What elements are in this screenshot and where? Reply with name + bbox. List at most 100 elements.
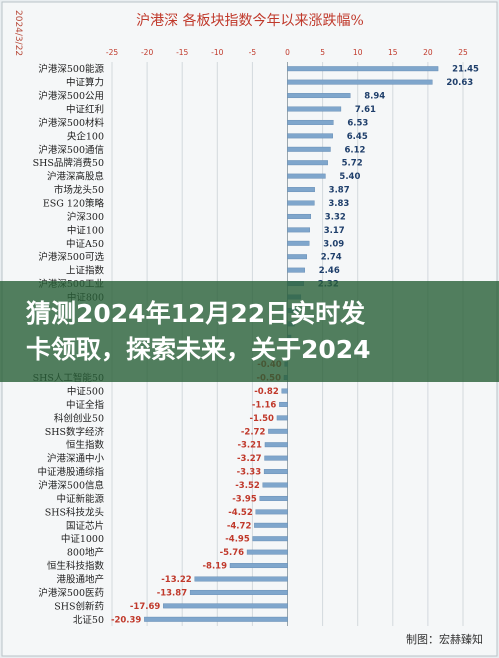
value-label: 7.61 xyxy=(355,105,376,115)
category-label: 港股通地产 xyxy=(56,574,104,586)
source-label: 制图：宏赫臻知 xyxy=(406,632,483,646)
bar xyxy=(287,66,439,72)
value-label: -13.87 xyxy=(157,588,187,598)
x-tick-label: 10 xyxy=(353,48,363,57)
value-label: -3.52 xyxy=(235,481,260,491)
category-label: 沪深300 xyxy=(67,211,104,223)
bar xyxy=(287,106,342,112)
bar xyxy=(255,509,288,515)
bar xyxy=(287,146,331,152)
bar xyxy=(281,388,288,394)
category-label: 沪港深500信息 xyxy=(38,480,104,492)
value-label: 21.45 xyxy=(452,65,479,75)
value-label: 2.46 xyxy=(319,266,340,276)
bar xyxy=(287,119,334,125)
category-label: 央企100 xyxy=(67,130,104,142)
x-axis-ticks: -25 -20 -15 -10 -5 0 5 10 15 20 25 xyxy=(106,48,468,57)
banner-line-2: 卡领取，探索未来，关于2024 xyxy=(26,334,371,364)
x-tick-label: -25 xyxy=(106,48,118,57)
value-label: 8.94 xyxy=(364,92,385,102)
bar xyxy=(287,160,328,166)
category-label: 沪港深500材料 xyxy=(38,117,104,129)
x-tick-label: 15 xyxy=(388,48,398,57)
value-label: 6.12 xyxy=(344,145,365,155)
value-label: -4.52 xyxy=(228,508,253,518)
value-label: -5.76 xyxy=(220,548,245,558)
value-label: -4.72 xyxy=(227,521,252,531)
category-label: 沪港深高股息 xyxy=(47,171,104,183)
category-label: 中证1000 xyxy=(61,533,104,545)
x-tick-label: -20 xyxy=(141,48,153,57)
bar xyxy=(287,93,351,99)
value-label: 6.53 xyxy=(347,118,368,128)
value-label: 3.83 xyxy=(328,199,349,209)
value-label: 3.09 xyxy=(323,239,344,249)
category-label: 沪港深500公用 xyxy=(38,90,104,102)
bar xyxy=(163,603,288,609)
value-label: -2.72 xyxy=(241,427,266,437)
value-label: -20.39 xyxy=(111,615,141,625)
x-tick-label: -5 xyxy=(249,48,257,57)
category-label: 上证指数 xyxy=(66,265,105,277)
category-label: 中证算力 xyxy=(66,77,104,89)
bar xyxy=(252,536,288,542)
bar xyxy=(264,442,288,448)
category-label: 恒生指数 xyxy=(66,439,105,451)
bar xyxy=(287,133,333,139)
bar xyxy=(287,254,307,260)
date-label: 2024/3/22 xyxy=(13,10,23,56)
category-label: 沪港深通中小 xyxy=(47,453,105,465)
category-label: 800地产 xyxy=(67,547,104,559)
value-label: -13.22 xyxy=(161,575,191,585)
category-label: SHS品牌消费50 xyxy=(33,157,104,169)
category-label: 中证全指 xyxy=(66,399,105,411)
category-label: 沪港深500能源 xyxy=(38,63,104,75)
x-tick-label: 0 xyxy=(285,48,290,57)
bar xyxy=(259,495,288,501)
bar xyxy=(144,616,288,622)
bar xyxy=(268,428,288,434)
category-label: 北证50 xyxy=(73,615,104,626)
value-label: -3.27 xyxy=(237,454,262,464)
bar xyxy=(287,200,315,206)
banner-line-1: 猜测2024年12月22日实时发 xyxy=(26,298,366,328)
value-label: -3.21 xyxy=(237,441,262,451)
value-label: 6.45 xyxy=(347,132,368,142)
x-tick-label: 25 xyxy=(458,48,468,57)
x-tick-label: 20 xyxy=(423,48,433,57)
bar xyxy=(287,240,310,246)
value-label: -3.33 xyxy=(237,468,262,478)
value-label: -1.50 xyxy=(249,414,274,424)
value-label: 3.17 xyxy=(324,226,345,236)
bar xyxy=(276,415,288,421)
category-label: 中证新能源 xyxy=(56,493,104,505)
category-label: 科创创业50 xyxy=(54,412,104,424)
bar xyxy=(287,79,433,85)
value-label: 3.87 xyxy=(329,186,350,196)
bar xyxy=(279,401,288,407)
bar xyxy=(287,187,315,193)
category-label: 中证100 xyxy=(67,224,104,236)
category-label: 中证港股通综指 xyxy=(37,466,104,478)
category-label: 恒生科技指数 xyxy=(47,560,105,572)
bar xyxy=(262,482,288,488)
bar xyxy=(287,267,305,273)
bar xyxy=(246,549,288,555)
category-label: 市场龙头50 xyxy=(54,184,104,196)
x-tick-label: 5 xyxy=(320,48,325,57)
bar xyxy=(189,589,288,595)
category-label: SHS数字经济 xyxy=(45,426,105,438)
bar xyxy=(287,173,326,179)
category-label: 中证红利 xyxy=(66,104,104,116)
category-label: 中证500 xyxy=(67,386,104,398)
value-label: 20.63 xyxy=(446,78,473,88)
chart-title: 沪港深 各板块指数今年以来涨跌幅% xyxy=(136,13,364,29)
category-label: SHS创新药 xyxy=(54,600,104,612)
value-label: -8.19 xyxy=(203,562,228,572)
value-label: 5.72 xyxy=(342,159,363,169)
bar xyxy=(254,522,288,528)
value-label: 2.74 xyxy=(321,253,342,263)
bar xyxy=(264,455,288,461)
value-label: 5.40 xyxy=(339,172,360,182)
